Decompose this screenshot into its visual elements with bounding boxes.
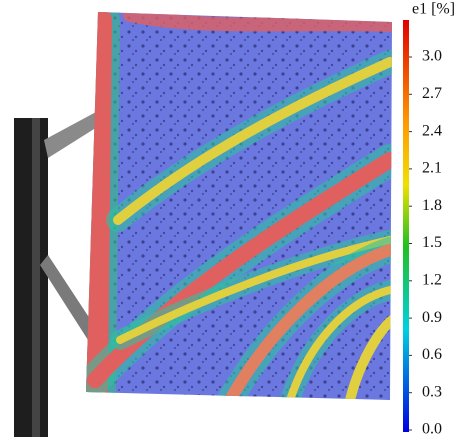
colorbar-title: e1 [%] <box>412 1 455 18</box>
column-edge <box>32 118 40 437</box>
colorbar-tick-label: 1.2 <box>422 271 442 288</box>
colorbar-tick-label: 0.9 <box>422 309 442 326</box>
colorbar <box>403 20 409 432</box>
figure: e1 [%] 3.0 2.7 2.4 2.1 1.8 1.5 1.2 0.9 0.6 0.3 0.0 <box>0 0 464 437</box>
colorbar-tick-label: 0.6 <box>422 346 442 363</box>
colorbar-tick-label: 0.3 <box>422 383 442 400</box>
support-column <box>14 118 48 437</box>
colorbar-tick-label: 1.5 <box>422 234 442 251</box>
colorbar-tick-label: 1.8 <box>422 197 442 214</box>
bracket-lower <box>40 255 96 340</box>
strain-field <box>80 10 400 410</box>
colorbar-tick-label: 0.0 <box>422 421 442 437</box>
colorbar-tick-label: 2.1 <box>422 160 442 177</box>
colorbar-tick-label: 2.7 <box>422 85 442 102</box>
bracket-upper <box>44 112 102 158</box>
colorbar-tick-label: 3.0 <box>422 48 442 65</box>
colorbar-tick-label: 2.4 <box>422 122 442 139</box>
